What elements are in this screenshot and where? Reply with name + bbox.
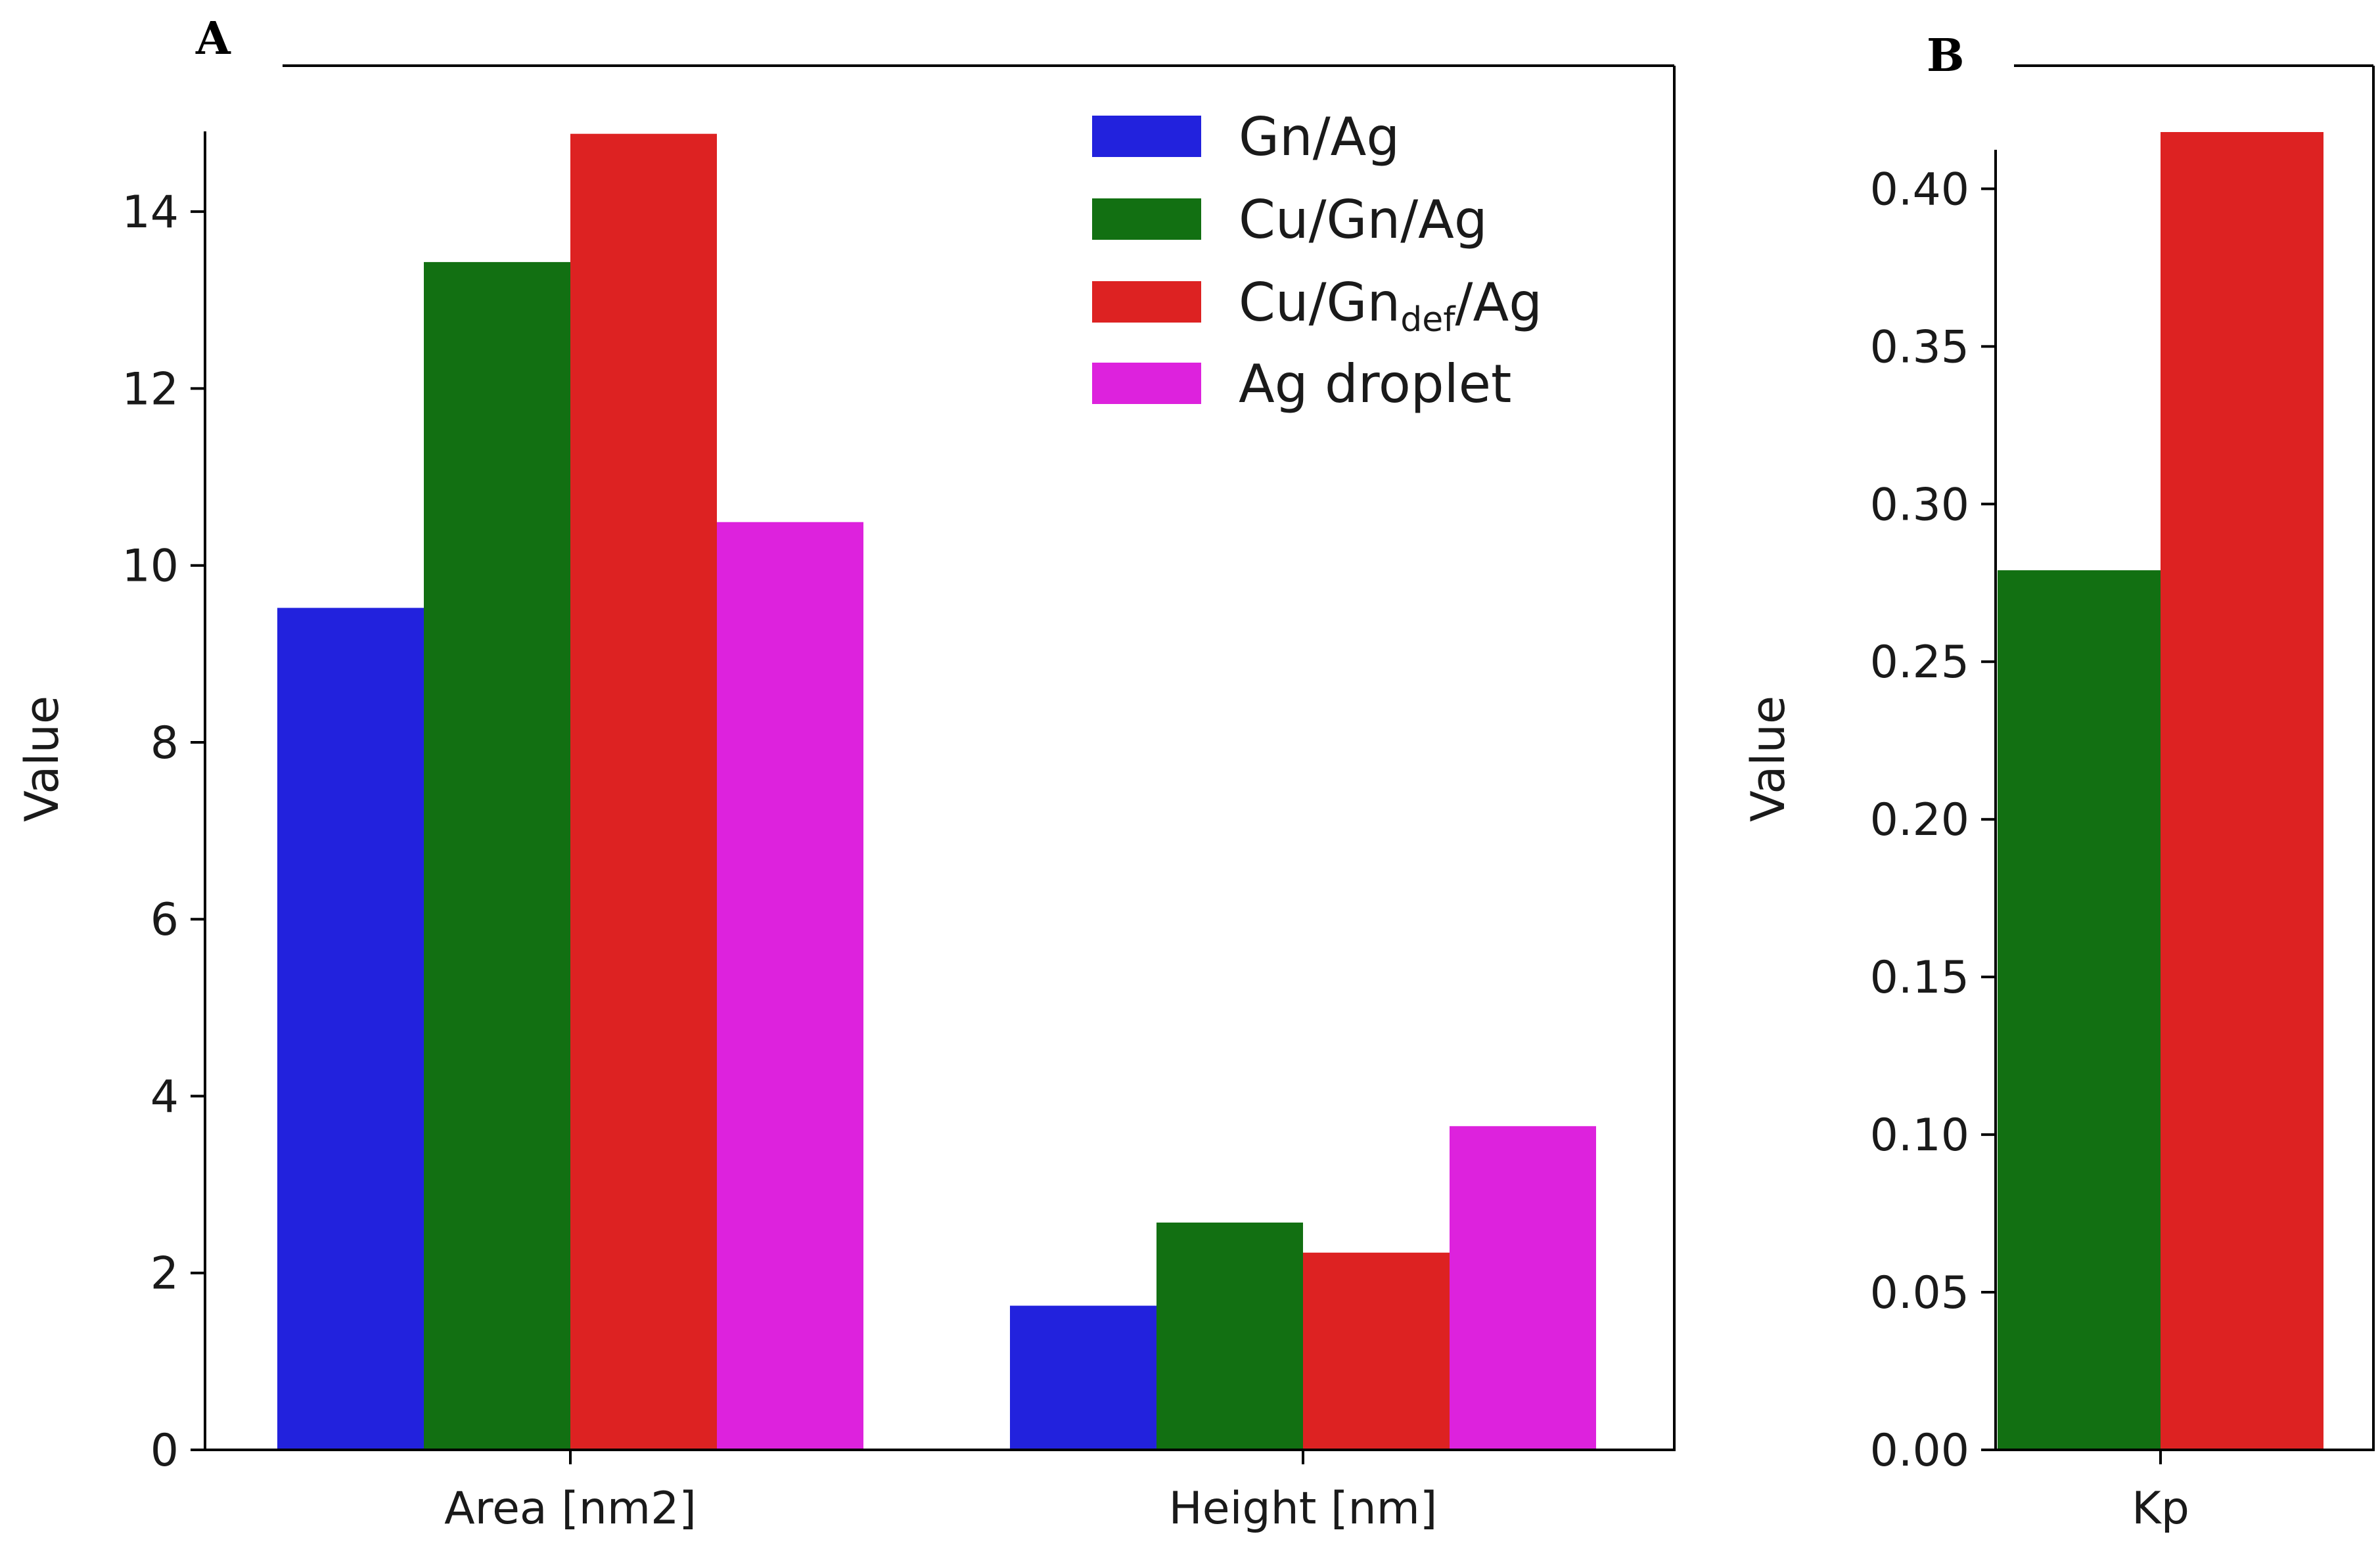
legend-label-cu-gndef-main: Cu/Gn <box>1239 272 1400 333</box>
panel-a: A 0 2 4 6 8 10 12 14 Area [nm2] Height [nm] Valu… <box>15 12 1676 1535</box>
panel-b-y-tick-label: 0.10 <box>1870 1110 1969 1161</box>
panel-a-y-tick-label: 6 <box>150 894 179 946</box>
panel-a-y-tick-label: 8 <box>150 717 179 769</box>
panel-b-y-tick-label: 0.05 <box>1870 1267 1969 1319</box>
panel-b-y-tick-label: 0.40 <box>1870 164 1969 215</box>
panel-a-y-tick-label: 2 <box>150 1248 179 1300</box>
panel-a-x-tick-label: Area [nm2] <box>444 1483 697 1535</box>
panel-a-y-tick-label: 0 <box>150 1425 179 1477</box>
legend-label-cu-gndef-suffix: /Ag <box>1455 272 1542 333</box>
legend-swatch-cu-gndef-ag <box>1092 281 1201 323</box>
panel-a-y-ticks: 0 2 4 6 8 10 12 14 <box>122 187 205 1477</box>
panel-b-y-tick-label: 0.25 <box>1870 637 1969 688</box>
panel-b-y-tick-label: 0.20 <box>1870 794 1969 846</box>
legend-label-cu-gndef-subscript: def <box>1400 300 1456 340</box>
legend-label-gn-ag: Gn/Ag <box>1239 106 1400 168</box>
panel-a-y-tick-label: 4 <box>150 1071 179 1123</box>
legend-label-cu-gndef-ag: Cu/Gndef/Ag <box>1239 272 1542 340</box>
legend-label-cu-gn-ag: Cu/Gn/Ag <box>1239 189 1488 250</box>
panel-a-y-tick-label: 12 <box>122 363 179 415</box>
legend-label-ag-droplet: Ag droplet <box>1239 353 1511 415</box>
bar-panel-a-height-nm-ag-droplet <box>1450 1126 1596 1450</box>
panel-b-x-ticks: Kp <box>2132 1450 2189 1535</box>
bar-panel-b-kp-cu-gn-ag <box>1998 570 2161 1451</box>
bar-panel-a-height-nm-cu-gndef-ag <box>1303 1252 1450 1450</box>
panel-b-letter: B <box>1927 30 1964 82</box>
bar-panel-a-area-nm2-cu-gndef-ag <box>570 133 717 1450</box>
panel-b-y-axis-title: Value <box>1741 696 1795 822</box>
bar-panel-a-area-nm2-cu-gn-ag <box>424 261 570 1451</box>
panel-b-y-tick-label: 0.30 <box>1870 479 1969 531</box>
panel-b-bars <box>1998 132 2323 1451</box>
panel-b-y-ticks: 0.00 0.05 0.10 0.15 0.20 0.25 0.30 0.35 0.40 <box>1870 164 1996 1477</box>
bar-panel-a-area-nm2-gn-ag <box>277 608 424 1450</box>
panel-b-y-tick-label: 0.15 <box>1870 952 1969 1004</box>
legend-swatch-gn-ag <box>1092 116 1201 157</box>
panel-b: B 0.00 0.05 0.10 0.15 0.20 0.25 0.30 0.35 0.40 K… <box>1741 30 2375 1535</box>
legend-swatch-ag-droplet <box>1092 363 1201 404</box>
panel-b-x-tick-label: Kp <box>2132 1483 2189 1535</box>
panel-a-y-axis-title: Value <box>15 696 69 822</box>
panel-b-y-tick-label: 0.35 <box>1870 321 1969 373</box>
panel-b-y-tick-label: 0.00 <box>1870 1425 1969 1477</box>
bar-panel-b-kp-cu-gn-def-ag <box>2161 132 2323 1450</box>
panel-a-y-tick-label: 14 <box>122 187 179 238</box>
panel-a-x-tick-label: Height [nm] <box>1169 1483 1438 1535</box>
bar-panel-a-height-nm-cu-gn-ag <box>1156 1222 1303 1450</box>
legend-swatch-cu-gn-ag <box>1092 198 1201 240</box>
panel-a-letter: A <box>195 12 231 65</box>
bar-panel-a-area-nm2-ag-droplet <box>717 522 863 1450</box>
bar-panel-a-height-nm-gn-ag <box>1010 1305 1156 1450</box>
panel-a-x-ticks: Area [nm2] Height [nm] <box>444 1450 1437 1535</box>
panel-a-y-tick-label: 10 <box>122 541 179 593</box>
legend: Gn/Ag Cu/Gn/Ag Cu/Gndef/Ag Ag droplet <box>1092 106 1542 415</box>
panel-a-bars <box>277 133 1596 1451</box>
